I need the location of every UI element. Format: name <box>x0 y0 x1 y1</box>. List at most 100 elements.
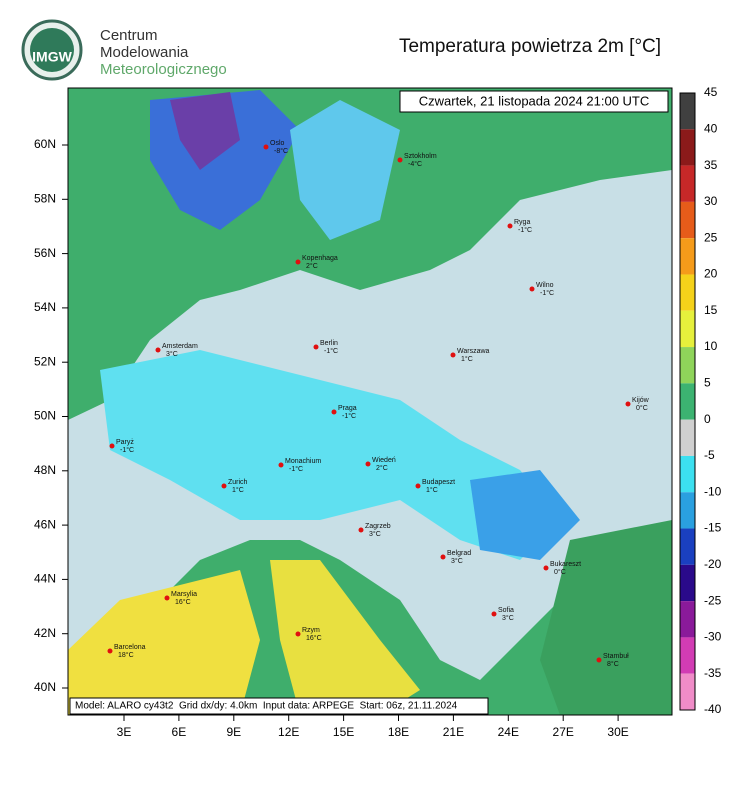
colorbar-label: 10 <box>704 339 718 353</box>
city-marker <box>331 409 337 415</box>
date-box <box>399 90 669 113</box>
colorbar-label: -30 <box>704 630 722 644</box>
city-name: Kopenhaga <box>302 255 338 262</box>
cold-area <box>470 470 580 560</box>
city-temp: 3°C <box>369 530 381 538</box>
city-marker <box>507 223 513 229</box>
sweden <box>290 100 400 240</box>
lon-label: 30E <box>607 725 628 739</box>
colorbar-segment <box>680 347 695 384</box>
colorbar-segment <box>680 673 695 710</box>
city-marker <box>625 401 631 407</box>
city-temp: 0°C <box>636 404 648 412</box>
colorbar-label: 0 <box>704 412 711 426</box>
city-marker <box>164 595 170 601</box>
colorbar-segment <box>680 637 695 674</box>
colorbar-label: -25 <box>704 593 722 607</box>
lon-label: 12E <box>278 725 299 739</box>
colorbar-segment <box>680 165 695 202</box>
map: Czwartek, 21 listopada 2024 21:00 UTC Mo… <box>67 87 673 716</box>
lon-label: 27E <box>553 725 574 739</box>
lat-label: 46N <box>34 517 56 531</box>
colorbar-segment <box>680 274 695 311</box>
city-name: Wiedeń <box>372 457 396 464</box>
colorbar-label: 25 <box>704 230 718 244</box>
city-name: Zagrzeb <box>365 523 391 530</box>
colorbar-segment <box>680 238 695 275</box>
city-temp: 2°C <box>306 262 318 270</box>
city-temp: -1°C <box>518 226 532 234</box>
lat-label: 50N <box>34 409 56 423</box>
city-name: Amsterdam <box>162 343 198 350</box>
city-marker <box>313 344 319 350</box>
colorbar-segment <box>680 528 695 565</box>
city-temp: 1°C <box>232 486 244 494</box>
city-marker <box>358 527 364 533</box>
lat-label: 54N <box>34 300 56 314</box>
city-name: Paryż <box>116 439 134 446</box>
colorbar-label: -40 <box>704 702 722 716</box>
city-temp: -8°C <box>274 147 288 155</box>
footer-box <box>69 697 489 715</box>
colorbar-segment <box>680 419 695 456</box>
lat-label: 40N <box>34 680 56 694</box>
colorbar-label: 35 <box>704 158 718 172</box>
city-marker <box>415 483 421 489</box>
city-temp: 3°C <box>166 350 178 358</box>
city-temp: 3°C <box>502 614 514 622</box>
city-marker <box>221 483 227 489</box>
colorbar-label: 15 <box>704 303 718 317</box>
city-marker <box>109 443 115 449</box>
city-temp: 16°C <box>175 598 191 606</box>
colorbar-segment <box>680 601 695 638</box>
city-name: Warszawa <box>457 348 490 355</box>
city-name: Budapeszt <box>422 479 455 486</box>
colorbar-label: 45 <box>704 85 718 99</box>
colorbar-label: 40 <box>704 121 718 135</box>
city-name: Stambuł <box>603 653 629 660</box>
lon-label: 6E <box>172 725 187 739</box>
city-name: Oslo <box>270 140 285 147</box>
colorbar-segment <box>680 455 695 493</box>
colorbar-frame <box>679 92 696 711</box>
colorbar-label: -10 <box>704 484 722 498</box>
lat-label: 58N <box>34 191 56 205</box>
city-marker <box>295 259 301 265</box>
colorbar-label: -5 <box>704 448 715 462</box>
colorbar-segment <box>680 93 695 130</box>
city-name: Marsylia <box>171 591 197 598</box>
city-name: Berlin <box>320 340 338 347</box>
city-marker <box>491 611 497 617</box>
colorbar-label: -20 <box>704 557 722 571</box>
city-temp: 8°C <box>607 660 619 668</box>
city-marker <box>155 347 161 353</box>
colorbar-segment <box>680 201 695 239</box>
colorbar-label: 5 <box>704 376 711 390</box>
lon-label: 9E <box>226 725 241 739</box>
logo-line: Modelowania <box>100 44 189 61</box>
logo-line: Meteorologicznego <box>100 61 227 78</box>
city-name: Ryga <box>514 219 530 226</box>
city-marker <box>365 461 371 467</box>
cold-area <box>100 350 560 560</box>
lat-label: 48N <box>34 463 56 477</box>
scandinavia-cold <box>170 92 240 170</box>
city-marker <box>450 352 456 358</box>
city-temp: 16°C <box>306 634 322 642</box>
iberia <box>68 570 260 715</box>
logo-globe <box>30 28 74 72</box>
city-name: Praga <box>338 405 357 412</box>
city-marker <box>440 554 446 560</box>
logo-line: Centrum <box>100 27 158 44</box>
city-name: Barcelona <box>114 644 146 651</box>
city-temp: 0°C <box>554 568 566 576</box>
map-frame <box>67 87 673 716</box>
city-temp: -4°C <box>408 160 422 168</box>
city-name: Kijów <box>632 397 650 404</box>
lat-label: 52N <box>34 354 56 368</box>
colorbar-segment <box>680 564 695 602</box>
city-temp: -1°C <box>324 347 338 355</box>
title: Temperatura powietrza 2m [°C] <box>399 36 661 57</box>
lat-label: 42N <box>34 626 56 640</box>
